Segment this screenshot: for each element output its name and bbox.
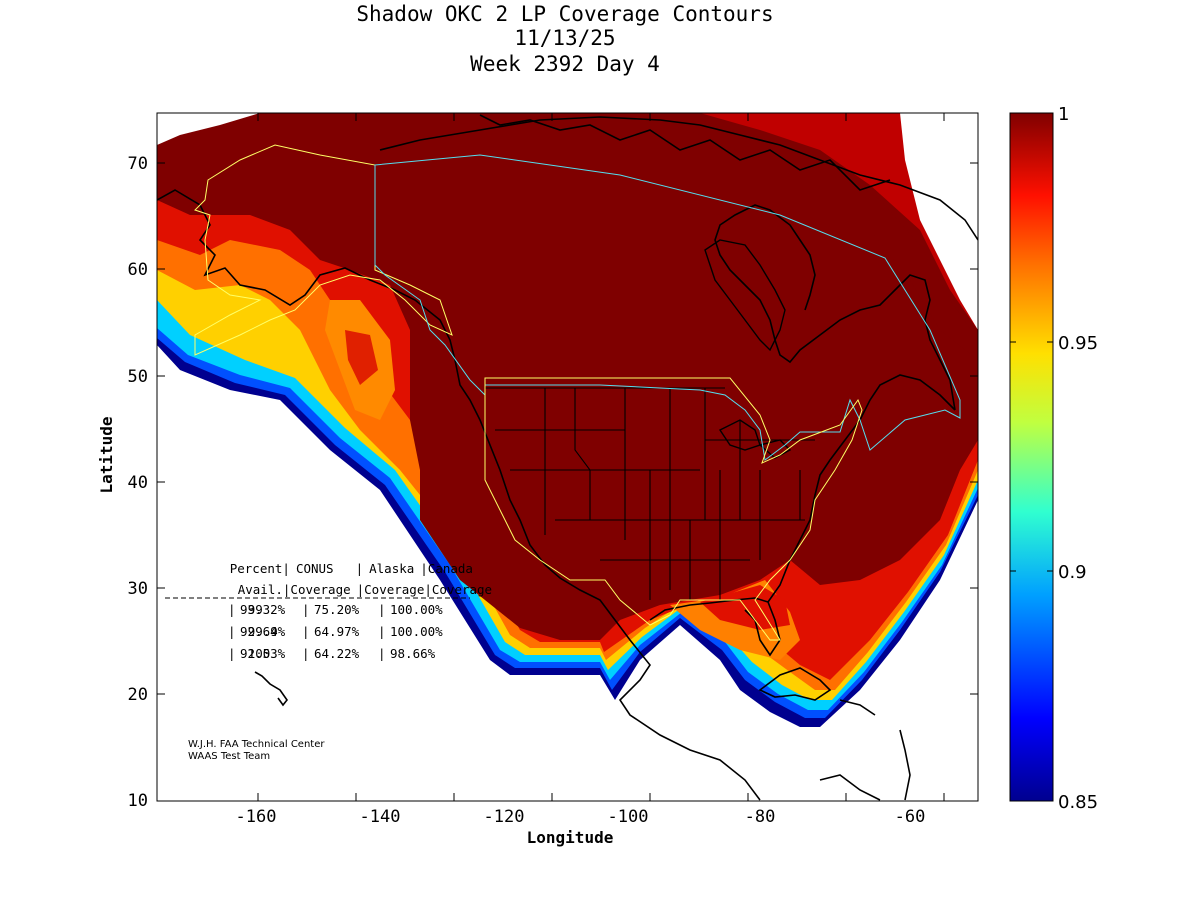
colorbar-tick-label: 0.85 [1058,792,1098,813]
coastlines [157,114,978,801]
contour-dark-red [157,113,978,640]
x-tick-label: -140 [360,807,401,827]
state-borders [485,387,815,600]
map-plot-area: Percent| CONUS | Alaska |Canada Avail.|Cover… [157,113,978,801]
coverage-table: Percent| CONUS | Alaska |Canada Avail.|Cover… [162,561,545,661]
contour-arctic-red [620,113,978,330]
uncovered-northeast [900,113,978,330]
y-tick-label: 50 [128,367,148,387]
colorbar-tick-label: 0.9 [1058,562,1087,583]
y-axis [157,162,978,695]
y-tick-label: 30 [128,579,148,599]
table-row: 100| 92.53% | 64.22% | 98.66% [180,646,488,661]
colorbar-tick-label: 1 [1058,104,1069,125]
x-tick-label: -80 [745,807,776,827]
colorbar-ticks [1010,341,1053,572]
x-tick-label: -100 [608,807,649,827]
chart-title: Shadow OKC 2 LP Coverage Contours [356,2,773,26]
service-boundary-canada [374,154,961,461]
y-tick-label: 70 [128,154,148,174]
table-row: 99.9| 92.64% | 64.97% | 100.00% [180,624,495,639]
x-axis [257,113,945,801]
y-tick-label: 60 [128,260,148,280]
y-tick-label: 40 [128,473,148,493]
uncovered-northwest-corner [157,113,260,145]
table-row: 99| 93.32% | 75.20% | 100.00% [180,602,495,617]
x-axis-label: Longitude [527,828,614,847]
table-header-1: Percent| CONUS | Alaska |Canada [162,561,526,576]
y-tick-label: 20 [128,685,148,705]
x-tick-label: -120 [484,807,525,827]
colorbar [1009,112,1054,802]
contour-arctic-dark [560,113,978,360]
chart-date: 11/13/25 [514,26,615,50]
colorbar-tick-label: 0.95 [1058,333,1098,354]
contour-pacific-red-pocket [345,330,378,385]
service-boundary-conus [484,377,863,641]
map-frame [156,112,979,802]
y-tick-label: 10 [128,791,148,811]
table-header-2: Avail.|Coverage |Coverage|Coverage [170,582,545,597]
credit-line-2: WAAS Test Team [188,751,270,762]
x-tick-label: -160 [236,807,277,827]
credit-line-1: W.J.H. FAA Technical Center [188,739,325,750]
x-tick-label: -60 [895,807,926,827]
y-axis-label: Latitude [97,416,116,493]
chart-week-day: Week 2392 Day 4 [470,52,660,76]
